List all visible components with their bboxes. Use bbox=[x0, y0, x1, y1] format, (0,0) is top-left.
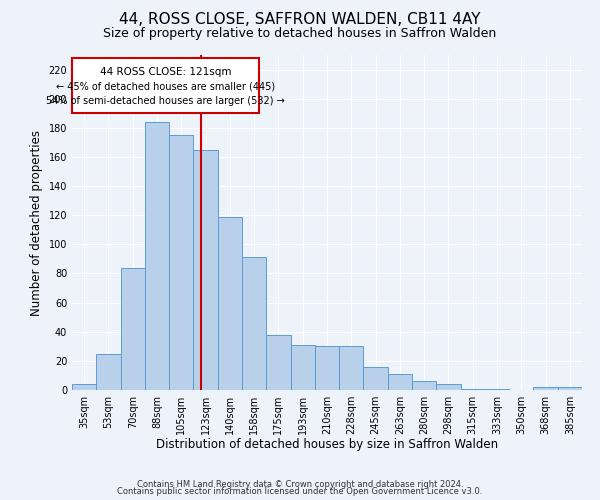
X-axis label: Distribution of detached houses by size in Saffron Walden: Distribution of detached houses by size … bbox=[156, 438, 498, 452]
Bar bbox=[218, 216, 242, 390]
Bar bbox=[96, 354, 121, 390]
Text: 44, ROSS CLOSE, SAFFRON WALDEN, CB11 4AY: 44, ROSS CLOSE, SAFFRON WALDEN, CB11 4AY bbox=[119, 12, 481, 28]
Text: Contains public sector information licensed under the Open Government Licence v3: Contains public sector information licen… bbox=[118, 487, 482, 496]
Bar bbox=[121, 268, 145, 390]
Bar bbox=[533, 387, 558, 390]
Bar bbox=[485, 388, 509, 390]
FancyBboxPatch shape bbox=[72, 58, 259, 114]
Bar bbox=[145, 122, 169, 390]
Bar bbox=[315, 346, 339, 390]
Text: ← 45% of detached houses are smaller (445): ← 45% of detached houses are smaller (44… bbox=[56, 81, 275, 91]
Y-axis label: Number of detached properties: Number of detached properties bbox=[30, 130, 43, 316]
Bar bbox=[266, 334, 290, 390]
Bar bbox=[193, 150, 218, 390]
Bar bbox=[169, 135, 193, 390]
Bar bbox=[558, 387, 582, 390]
Text: Contains HM Land Registry data © Crown copyright and database right 2024.: Contains HM Land Registry data © Crown c… bbox=[137, 480, 463, 489]
Bar bbox=[339, 346, 364, 390]
Text: 54% of semi-detached houses are larger (532) →: 54% of semi-detached houses are larger (… bbox=[46, 96, 285, 106]
Bar bbox=[436, 384, 461, 390]
Bar bbox=[72, 384, 96, 390]
Text: Size of property relative to detached houses in Saffron Walden: Size of property relative to detached ho… bbox=[103, 28, 497, 40]
Bar bbox=[242, 258, 266, 390]
Text: 44 ROSS CLOSE: 121sqm: 44 ROSS CLOSE: 121sqm bbox=[100, 66, 231, 76]
Bar bbox=[412, 382, 436, 390]
Bar bbox=[388, 374, 412, 390]
Bar bbox=[461, 388, 485, 390]
Bar bbox=[364, 366, 388, 390]
Bar bbox=[290, 345, 315, 390]
